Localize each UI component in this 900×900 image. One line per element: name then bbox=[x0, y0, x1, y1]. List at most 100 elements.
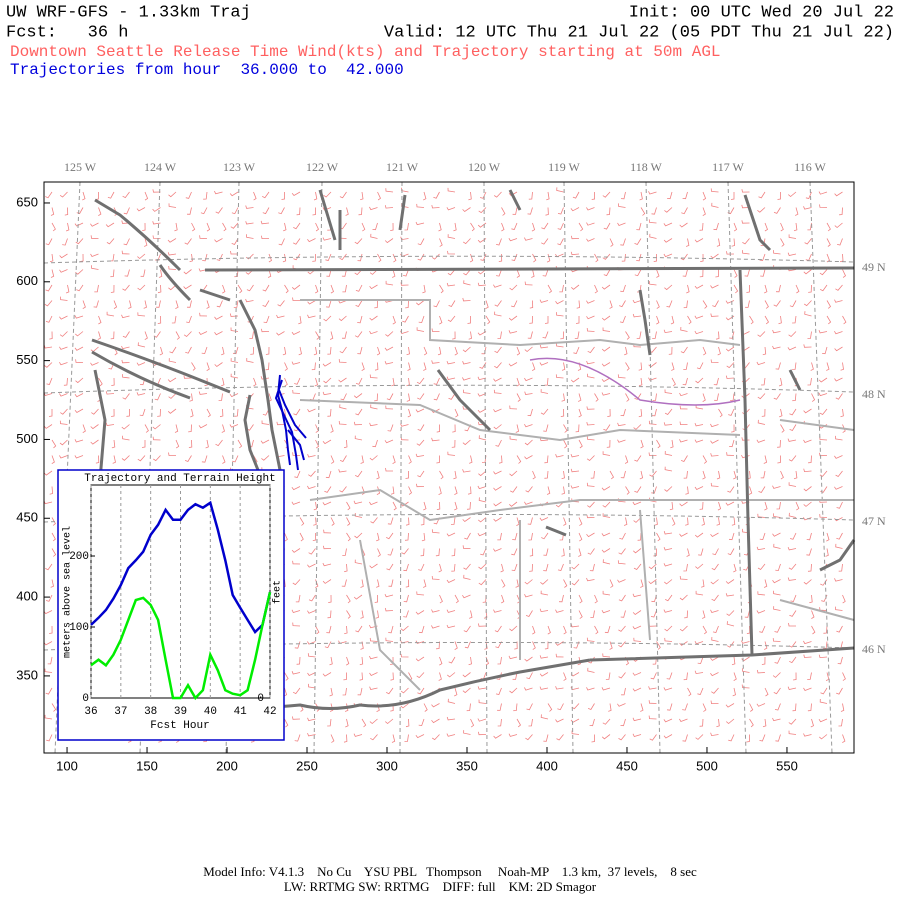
wind-barb bbox=[124, 269, 130, 277]
wind-barb bbox=[649, 734, 657, 741]
wind-barb bbox=[836, 532, 843, 540]
wind-barb bbox=[245, 298, 254, 303]
wind-barb bbox=[462, 672, 471, 678]
wind-barb bbox=[307, 563, 316, 568]
wind-barb bbox=[49, 331, 53, 340]
wind-barb bbox=[376, 579, 380, 588]
wind-barb bbox=[810, 718, 814, 728]
wind-barb bbox=[462, 238, 471, 245]
wind-barb bbox=[773, 687, 781, 695]
wind-barb bbox=[454, 486, 458, 495]
wind-barb bbox=[191, 222, 196, 232]
wind-barb bbox=[663, 563, 673, 567]
wind-barb bbox=[342, 284, 347, 293]
wind-barb bbox=[359, 656, 364, 666]
wind-barb bbox=[555, 454, 564, 458]
wind-barb bbox=[694, 284, 704, 289]
wind-barb bbox=[679, 641, 688, 646]
wind-barb bbox=[757, 563, 766, 571]
wind-barb bbox=[694, 439, 704, 443]
wind-barb bbox=[415, 221, 425, 226]
y-tick-label: 400 bbox=[16, 589, 38, 604]
wind-barb bbox=[694, 422, 704, 427]
wind-barb bbox=[374, 300, 378, 309]
wind-barb bbox=[819, 698, 828, 704]
wind-barb bbox=[284, 532, 288, 542]
wind-barb bbox=[578, 222, 584, 232]
wind-barb bbox=[652, 393, 657, 401]
wind-barb bbox=[291, 486, 301, 491]
y-tick-label: 200 bbox=[69, 551, 89, 563]
wind-barb bbox=[586, 327, 595, 332]
wind-barb bbox=[702, 346, 707, 356]
wind-barb bbox=[540, 590, 549, 596]
wind-barb bbox=[772, 329, 781, 334]
wind-barb bbox=[174, 222, 178, 232]
wind-barb bbox=[695, 590, 704, 596]
wind-barb bbox=[470, 222, 475, 232]
wind-barb bbox=[749, 703, 754, 712]
wind-barb bbox=[663, 329, 673, 334]
wind-barb bbox=[416, 439, 425, 446]
wind-barb bbox=[749, 315, 754, 325]
wind-barb bbox=[50, 579, 54, 588]
wind-barb bbox=[601, 362, 611, 367]
wind-barb bbox=[369, 206, 378, 211]
wind-barb bbox=[246, 357, 254, 363]
wind-barb bbox=[463, 389, 471, 394]
wind-barb bbox=[229, 393, 239, 398]
wind-barb bbox=[494, 346, 502, 354]
wind-barb bbox=[123, 207, 130, 215]
wind-barb bbox=[175, 300, 179, 309]
wind-barb bbox=[620, 191, 626, 200]
wind-barb bbox=[370, 404, 378, 410]
wind-barb bbox=[377, 191, 382, 201]
wind-barb bbox=[617, 374, 626, 379]
wind-barb bbox=[702, 300, 708, 309]
wind-barb bbox=[346, 656, 350, 666]
wind-barb bbox=[385, 467, 393, 472]
wind-barb bbox=[602, 718, 611, 725]
wind-barb bbox=[619, 300, 626, 308]
wind-barb bbox=[246, 234, 254, 239]
wind-barb bbox=[651, 408, 657, 417]
wind-barb bbox=[555, 653, 564, 658]
wind-barb bbox=[757, 207, 766, 213]
wind-barb bbox=[790, 594, 797, 602]
wind-barb bbox=[571, 235, 580, 240]
wind-barb bbox=[90, 439, 99, 445]
wind-barb bbox=[835, 435, 843, 441]
wind-barb bbox=[185, 346, 192, 354]
wind-barb bbox=[501, 222, 505, 232]
wind-barb bbox=[687, 315, 692, 325]
rivers-lakes bbox=[436, 289, 802, 537]
wind-barb bbox=[557, 238, 564, 246]
wind-barb bbox=[341, 269, 347, 277]
wind-barb bbox=[451, 563, 456, 572]
wind-barb bbox=[640, 207, 646, 216]
wind-barb bbox=[728, 734, 735, 742]
wind-barb bbox=[788, 331, 797, 338]
wind-barb bbox=[219, 408, 224, 418]
wind-barb bbox=[433, 393, 440, 401]
wind-barb bbox=[558, 594, 564, 603]
wind-barb bbox=[45, 284, 53, 292]
wind-barb bbox=[111, 408, 115, 417]
wind-barb bbox=[664, 486, 673, 492]
wind-barb bbox=[772, 717, 781, 722]
wind-barb bbox=[323, 545, 332, 550]
wind-barb bbox=[840, 253, 844, 263]
wind-barb bbox=[656, 315, 660, 325]
wind-barb bbox=[200, 207, 208, 215]
wind-barb bbox=[586, 238, 595, 242]
wind-barb bbox=[314, 377, 318, 387]
wind-barb bbox=[369, 501, 378, 506]
wind-barb bbox=[107, 191, 115, 199]
wind-barb bbox=[355, 470, 363, 478]
wind-barb bbox=[694, 670, 704, 675]
wind-barb bbox=[808, 455, 812, 464]
valid-time: Valid: 12 UTC Thu 21 Jul 22 (05 PDT Thu … bbox=[384, 23, 894, 42]
wind-barb bbox=[322, 391, 332, 396]
county-line bbox=[359, 509, 651, 691]
wind-barb bbox=[95, 455, 100, 464]
